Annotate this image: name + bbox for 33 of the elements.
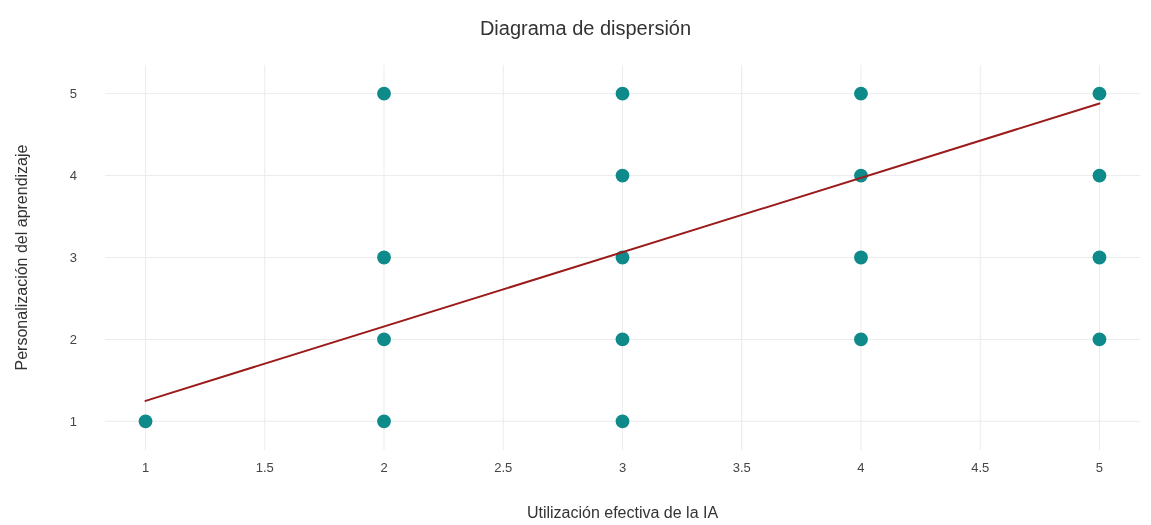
point — [138, 414, 153, 429]
x-tick-label: 5 — [1095, 460, 1104, 475]
chart-title: Diagrama de dispersión — [479, 17, 692, 39]
x-tick-label: 1.5 — [255, 460, 274, 475]
x-tick-label: 2.5 — [494, 460, 513, 475]
y-tick-label: 2 — [69, 331, 77, 347]
x-tick-label: 1 — [141, 460, 150, 475]
point — [615, 332, 630, 347]
x-tick-label: 2 — [380, 460, 388, 475]
point — [854, 332, 868, 347]
point — [377, 86, 391, 101]
point — [615, 414, 630, 429]
point — [615, 86, 630, 101]
point — [615, 168, 630, 183]
point — [377, 414, 391, 429]
y-tick-label: 5 — [69, 86, 77, 102]
point — [1092, 250, 1107, 265]
x-tick-label: 4 — [857, 460, 865, 475]
point — [854, 86, 868, 101]
y-tick-label: 1 — [69, 413, 77, 429]
x-tick-label: 4.5 — [971, 460, 990, 475]
point — [1092, 168, 1107, 183]
y-axis-title: Personalización del aprendizaje — [13, 144, 30, 371]
point — [377, 332, 391, 347]
x-tick-label: 3.5 — [732, 460, 751, 475]
point — [1092, 332, 1107, 347]
point — [377, 250, 391, 265]
y-tick-label: 3 — [69, 250, 77, 265]
point — [854, 250, 868, 265]
y-tick-label: 4 — [69, 168, 77, 184]
x-axis-title: Utilización efectiva de la IA — [526, 504, 719, 521]
x-tick-label: 3 — [618, 460, 627, 475]
point — [1092, 86, 1107, 101]
